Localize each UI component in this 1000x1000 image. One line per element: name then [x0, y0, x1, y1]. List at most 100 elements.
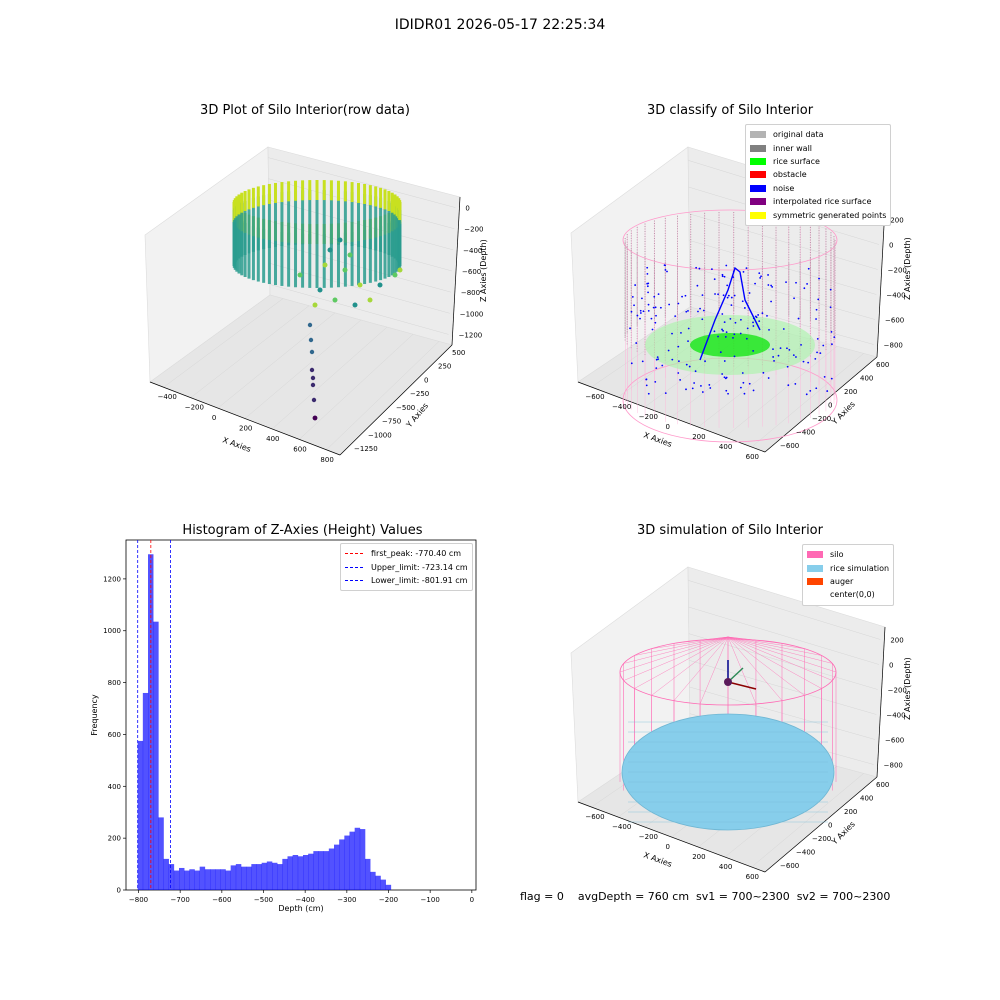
- classify-noise-point: [721, 313, 724, 315]
- classify-noise-point: [653, 295, 656, 298]
- classify-z-tick: −800: [884, 342, 903, 350]
- legend-entry: rice surface: [750, 155, 886, 168]
- classify-noise-point: [762, 371, 765, 374]
- classify-noise-point: [659, 306, 662, 309]
- legend-swatch: [750, 157, 766, 165]
- raw-outlier-point: [311, 397, 317, 403]
- histogram-bar: [344, 835, 350, 890]
- classify-noise-point: [815, 318, 817, 320]
- classify-legend: original data inner wall rice surface obsta…: [745, 124, 892, 226]
- center-marker: [724, 678, 732, 686]
- histogram-y-tick-label: 1200: [103, 575, 121, 583]
- classify-3d-axes: −600−400−20002004006006004002000−200−400…: [570, 146, 912, 461]
- histogram-bar: [204, 869, 211, 890]
- classify-noise-point: [630, 310, 633, 313]
- classify-noise-point: [723, 376, 726, 379]
- classify-noise-point: [732, 337, 734, 339]
- classify-noise-point: [702, 309, 705, 312]
- histogram-bar: [292, 855, 299, 890]
- classify-noise-point: [639, 309, 642, 312]
- histogram-bar: [230, 865, 237, 890]
- classify-noise-point: [721, 373, 724, 375]
- classify-noise-point: [800, 343, 802, 346]
- classify-noise-point: [639, 312, 642, 314]
- raw-point: [327, 247, 333, 253]
- silo-roof-line: [727, 636, 822, 689]
- histogram-bar: [235, 864, 242, 890]
- classify-noise-point: [797, 317, 800, 320]
- classify-noise-point: [709, 387, 712, 389]
- classify-noise-point: [833, 336, 836, 339]
- classify-noise-point: [657, 293, 660, 296]
- silo-roof-line: [727, 636, 783, 644]
- simulation-z-tick: −400: [886, 712, 905, 720]
- legend-label: Lower_limit: -801.91 cm: [371, 575, 468, 585]
- classify-noise-point: [794, 383, 797, 385]
- histogram-bar: [359, 829, 366, 890]
- histogram-x-tick-label: −100: [421, 896, 440, 904]
- classify-noise-spike: [699, 266, 761, 361]
- histogram-bar: [277, 864, 283, 890]
- histogram-bar: [184, 870, 190, 890]
- raw-point: [377, 282, 383, 288]
- raw-point: [392, 272, 398, 278]
- classify-noise-point: [696, 284, 699, 287]
- histogram-bar: [246, 866, 252, 890]
- classify-noise-point: [717, 335, 719, 338]
- classify-noise-point: [758, 272, 761, 275]
- classify-noise-point: [814, 357, 817, 360]
- classify-noise-point: [766, 314, 768, 317]
- classify-noise-point: [745, 267, 748, 270]
- classify-noise-point: [713, 330, 716, 333]
- simulation-legend: silo rice simulation auger center(0,0): [802, 544, 895, 606]
- raw-y-tick: −500: [396, 404, 415, 412]
- legend-entry: center(0,0): [807, 588, 889, 601]
- classify-noise-point: [646, 272, 649, 275]
- classify-noise-point: [631, 295, 634, 298]
- classify-noise-point: [815, 308, 818, 311]
- classify-noise-point: [664, 268, 667, 271]
- histogram-bar: [158, 817, 164, 890]
- classify-z-tick: −600: [885, 317, 904, 325]
- classify-noise-point: [771, 286, 774, 288]
- classify-x-tick: 600: [746, 453, 759, 461]
- classify-noise-point: [730, 304, 733, 307]
- legend-swatch: [750, 171, 766, 179]
- histogram-bar: [303, 855, 309, 890]
- classify-noise-point: [677, 345, 680, 348]
- histogram-bar: [339, 839, 345, 890]
- classify-y-tick: −400: [796, 429, 815, 437]
- classify-noise-point: [661, 364, 664, 367]
- histogram-bar: [375, 875, 381, 890]
- classify-noise-point: [795, 281, 797, 284]
- classify-noise-point: [687, 340, 689, 343]
- histogram-bar: [354, 827, 361, 890]
- histogram-title: Histogram of Z-Axies (Height) Values: [182, 523, 423, 538]
- silo-roof-line: [699, 636, 729, 704]
- legend-label: silo: [830, 550, 844, 560]
- classify-noise-point: [816, 337, 819, 340]
- classify-y-tick: 600: [876, 361, 889, 369]
- classify-noise-point: [752, 321, 754, 324]
- histogram-bar: [370, 871, 376, 890]
- silo-roof-line: [623, 636, 729, 664]
- classify-noise-point: [741, 372, 744, 374]
- classify-noise-point: [770, 284, 773, 287]
- legend-label: first_peak: -770.40 cm: [371, 549, 462, 559]
- classify-noise-point: [779, 347, 782, 349]
- raw-z-tick: 0: [465, 205, 469, 213]
- histogram-bar: [173, 870, 180, 890]
- classify-noise-point: [679, 379, 682, 381]
- silo-roof-line: [634, 636, 729, 689]
- raw-z-tick: −800: [461, 289, 480, 297]
- histogram-bar: [199, 866, 206, 890]
- legend-line-swatch: [345, 553, 363, 555]
- legend-line-swatch: [345, 579, 363, 581]
- histogram-bar: [287, 856, 293, 890]
- legend-swatch: [750, 131, 766, 139]
- classify-noise-point: [633, 304, 635, 307]
- legend-line-swatch: [345, 566, 363, 568]
- classify-noise-point: [822, 344, 825, 347]
